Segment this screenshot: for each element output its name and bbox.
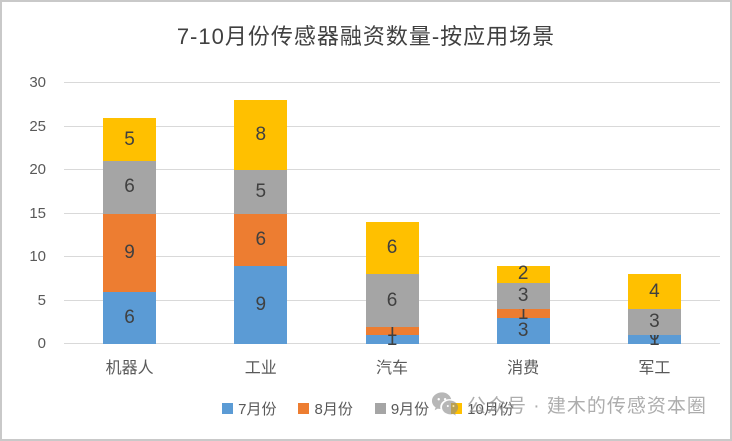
bar-segment-10月份: 8 [234, 100, 288, 170]
legend-label: 10月份 [467, 401, 514, 418]
bar-segment-label: 6 [124, 306, 135, 328]
legend-label: 8月份 [314, 401, 353, 418]
bar-军工: 1034 [627, 83, 681, 349]
bar-segment-9月份: 3 [627, 309, 681, 336]
bar-segment-label: 5 [255, 180, 267, 202]
bar-segment-label: 2 [517, 263, 529, 285]
bar-segment-10月份: 6 [365, 222, 419, 275]
legend-marker [451, 403, 463, 414]
gridline [64, 125, 720, 127]
bar-segment-label: 5 [124, 128, 135, 150]
bar-segment-label: 9 [255, 293, 267, 315]
bar-segment-label: 6 [386, 289, 398, 311]
bar-segment-label: 4 [649, 280, 660, 302]
bar-segment-label: 1 [386, 328, 398, 350]
legend-label: 7月份 [238, 401, 277, 418]
y-tick-label: 10 [29, 248, 46, 265]
bar-segment-8月份: 6 [234, 213, 288, 266]
x-category-label: 汽车 [375, 360, 408, 377]
y-tick-label: 25 [29, 117, 46, 135]
y-tick-label: 0 [37, 335, 46, 352]
bar-segment-label: 3 [517, 285, 529, 307]
bar-segment-label: 1 [386, 319, 398, 341]
legend-item-10月份: 10月份 [451, 398, 514, 419]
bar-segment-7月份: 1 [627, 329, 681, 349]
bar-segment-label: 8 [255, 124, 267, 146]
bar-segment-9月份: 3 [496, 283, 550, 310]
y-tick-label: 20 [29, 161, 46, 178]
bar-segment-label: 9 [124, 241, 135, 263]
bar-segment-label: 6 [124, 176, 135, 198]
x-category-label: 军工 [638, 360, 671, 377]
legend-marker [298, 403, 310, 414]
legend-item-7月份: 7月份 [222, 398, 276, 419]
bar-segment-8月份: 1 [496, 303, 550, 323]
plot-area: 69659658116631321034 [64, 82, 720, 349]
bar-segment-label: 1 [649, 328, 660, 350]
y-tick-label: 5 [37, 291, 46, 309]
bar-segment-label: 3 [517, 319, 529, 341]
x-category-label: 消费 [507, 360, 540, 377]
bar-segment-8月份: 1 [365, 320, 419, 340]
x-category-label: 机器人 [105, 360, 154, 377]
bar-工业: 9 6 5 8 [234, 83, 288, 344]
legend-item-9月份: 9月份 [374, 398, 430, 419]
bar-segment-label: 3 [649, 311, 660, 333]
bar-segment-8月份: 9 [103, 213, 157, 292]
gridline [64, 82, 720, 83]
bar-segment-7月份: 9 [234, 265, 288, 344]
bar-segment-label: 1 [517, 302, 529, 324]
legend: 7月份 8月份 9月份 10月份 [2, 398, 730, 419]
gridline [64, 212, 720, 214]
bar-segment-9月份: 6 [365, 274, 419, 327]
bar-segment-10月份: 4 [627, 274, 681, 310]
bar-segment-7月份: 1 [365, 329, 419, 349]
legend-marker [222, 403, 234, 414]
bar-segment-7月份: 3 [496, 317, 550, 344]
x-axis-labels: 机器人 工业 汽车 消费 军工 [64, 354, 720, 377]
gridline [64, 169, 720, 170]
legend-item-8月份: 8月份 [298, 398, 353, 419]
legend-marker [374, 403, 386, 414]
bar-segment-10月份: 5 [103, 117, 157, 162]
bar-segment-10月份: 2 [496, 263, 550, 285]
bar-segment-9月份: 5 [234, 170, 288, 214]
bar-机器人: 6 9 6 5 [103, 83, 157, 344]
chart-title: 7-10月份传感器融资数量-按应用场景 [176, 24, 556, 49]
bar-segment-9月份: 6 [103, 161, 157, 214]
x-category-label: 工业 [244, 360, 277, 377]
y-tick-label: 30 [29, 74, 46, 91]
bar-segment-label: 6 [386, 237, 398, 259]
y-axis: 0 5 10 15 20 25 30 [2, 75, 54, 352]
legend-label: 9月份 [390, 401, 430, 418]
y-tick-label: 15 [29, 204, 46, 222]
bar-segment-7月份: 6 [103, 291, 157, 344]
bar-segment-label: 6 [255, 228, 267, 250]
